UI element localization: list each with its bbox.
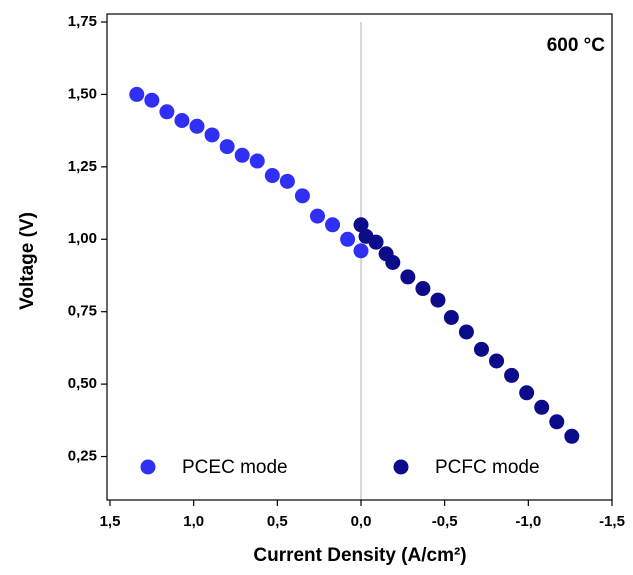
data-point (430, 292, 446, 308)
data-point (534, 399, 550, 415)
data-point (340, 231, 356, 247)
data-point (519, 385, 535, 401)
y-tick-label: 1,25 (68, 158, 97, 175)
y-tick-label: 0,25 (68, 448, 97, 465)
data-point (129, 86, 145, 102)
data-point (144, 92, 160, 108)
data-point (325, 217, 341, 233)
data-point (309, 208, 325, 224)
x-tick-label: -0,5 (432, 513, 458, 530)
data-point (219, 139, 235, 155)
x-tick-label: -1,0 (515, 513, 541, 530)
plot-frame (106, 13, 613, 501)
data-point (264, 168, 280, 184)
data-point (368, 234, 384, 250)
y-tick-label: 1,50 (68, 85, 97, 102)
data-point (189, 118, 205, 134)
x-tick-label: 1,0 (183, 513, 204, 530)
data-point (353, 217, 369, 233)
data-point (385, 254, 401, 270)
data-point (415, 281, 431, 297)
y-tick-label: 0,50 (68, 375, 97, 392)
data-point (174, 112, 190, 128)
data-point (458, 324, 474, 340)
data-point (159, 104, 175, 120)
data-point (279, 173, 295, 189)
legend-label: PCFC mode (435, 457, 540, 478)
y-tick-label: 0,75 (68, 303, 97, 320)
data-point (504, 367, 520, 383)
y-axis-label: Voltage (V) (17, 212, 38, 310)
data-point (489, 353, 505, 369)
annotation: 600 °C (547, 35, 606, 56)
x-axis-label: Current Density (A/cm²) (253, 545, 466, 566)
legend-marker (393, 459, 409, 475)
x-tick-label: 0,0 (351, 513, 372, 530)
data-point (204, 127, 220, 143)
x-tick-label: 1,5 (100, 513, 121, 530)
data-point (564, 428, 580, 444)
data-point (294, 188, 310, 204)
data-point (549, 414, 565, 430)
legend-label: PCEC mode (182, 457, 288, 478)
data-point (473, 341, 489, 357)
y-tick-label: 1,75 (68, 13, 97, 30)
data-point (353, 243, 369, 259)
legend-marker (140, 459, 156, 475)
x-tick-label: -1,5 (599, 513, 625, 530)
x-tick-label: 0,5 (267, 513, 288, 530)
data-point (400, 269, 416, 285)
data-point (249, 153, 265, 169)
data-point (234, 147, 250, 163)
data-point (443, 309, 459, 325)
y-tick-label: 1,00 (68, 230, 97, 247)
